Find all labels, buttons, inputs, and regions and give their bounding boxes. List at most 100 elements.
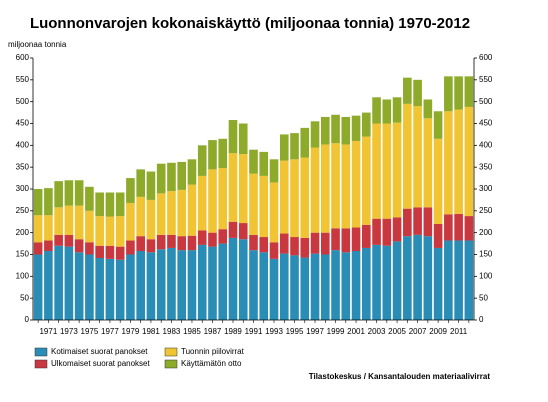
bar-segment	[433, 247, 443, 320]
bar-segment	[290, 159, 299, 238]
y-axis-label: miljoonaa tonnia	[8, 40, 67, 49]
bar-segment	[290, 133, 299, 160]
bar-segment	[320, 144, 330, 233]
y-tick-label: 150	[16, 250, 30, 259]
bar-segment	[310, 253, 320, 320]
bar-segment	[167, 247, 176, 320]
y-tick-label: 550	[16, 75, 30, 84]
y-tick-label-right: 300	[479, 184, 493, 193]
bar-segment	[115, 192, 125, 217]
bar-segment	[464, 240, 474, 320]
bar-segment	[33, 254, 43, 320]
bar-segment	[444, 214, 453, 241]
y-tick-label-right: 200	[479, 228, 493, 237]
bar-segment	[146, 239, 156, 253]
bar-segment	[126, 254, 135, 320]
bar-segment	[74, 239, 84, 253]
bar-segment	[382, 218, 392, 246]
bar-segment	[64, 246, 74, 320]
bar-segment	[372, 123, 381, 219]
bar-segment	[290, 255, 299, 320]
bar-segment	[392, 241, 402, 320]
bar-segment	[44, 251, 53, 320]
bar-segment	[362, 247, 371, 320]
bar-segment	[454, 76, 463, 110]
x-tick-label: 1973	[60, 327, 78, 336]
bar-segment	[85, 210, 94, 243]
bar-segment	[228, 153, 238, 222]
bar-segment	[238, 223, 248, 240]
bar-segment	[372, 97, 381, 124]
bar-segment	[351, 140, 361, 228]
x-tick-label: 2009	[429, 327, 447, 336]
bar-segment	[187, 250, 197, 320]
bar-segment	[392, 97, 402, 123]
bar-segment	[320, 116, 330, 145]
y-tick-label-right: 0	[479, 315, 484, 324]
bar-segment	[269, 159, 279, 183]
source: Tilastokeskus / Kansantalouden materiaal…	[309, 372, 491, 381]
x-tick-label: 1977	[101, 327, 119, 336]
bar-segment	[74, 252, 84, 320]
bar-segment	[372, 218, 381, 245]
bar-segment	[444, 76, 453, 112]
bar-segment	[136, 169, 145, 197]
bar-segment	[74, 180, 84, 206]
legend-swatch	[164, 347, 178, 357]
bar-segment	[126, 202, 135, 241]
bar-segment	[167, 234, 176, 248]
bar-segment	[228, 221, 238, 238]
bar-segment	[44, 188, 53, 216]
bar-segment	[454, 240, 463, 320]
bar-segment	[177, 189, 187, 237]
bar-segment	[444, 111, 453, 215]
bar-segment	[95, 192, 104, 217]
bar-segment	[156, 234, 166, 250]
bar-segment	[33, 242, 43, 255]
bar-segment	[85, 254, 94, 320]
bar-segment	[300, 127, 310, 158]
bar-segment	[382, 245, 392, 320]
bar-segment	[249, 173, 258, 235]
bar-segment	[64, 205, 74, 235]
bar-segment	[44, 240, 53, 252]
bar-segment	[413, 106, 422, 208]
bar-segment	[300, 157, 310, 238]
bar-segment	[310, 232, 320, 254]
bar-segment	[126, 178, 135, 203]
bar-segment	[249, 234, 258, 251]
y-tick-label-right: 100	[479, 271, 493, 280]
bar-segment	[64, 234, 74, 247]
bar-segment	[249, 250, 258, 320]
bar-segment	[54, 207, 63, 235]
bar-segment	[464, 216, 474, 241]
legend-label: Käyttämätön otto	[181, 359, 242, 368]
bar-segment	[177, 250, 187, 320]
bar-segment	[177, 236, 187, 251]
bar-segment	[167, 162, 176, 192]
y-tick-label: 0	[25, 315, 30, 324]
bar-segment	[238, 239, 248, 320]
bar-segment	[279, 134, 289, 161]
bar-segment	[197, 145, 207, 176]
bar-segment	[403, 236, 412, 320]
y-tick-label: 500	[16, 97, 30, 106]
bar-segment	[320, 254, 330, 320]
bar-segment	[423, 99, 433, 119]
bar-segment	[372, 244, 381, 320]
bar-segment	[74, 205, 84, 240]
bar-segment	[218, 168, 228, 230]
bar-segment	[187, 235, 197, 251]
bar-segment	[269, 242, 279, 259]
y-tick-label: 350	[16, 162, 30, 171]
bar-segment	[392, 217, 402, 242]
bar-segment	[341, 228, 351, 253]
legend-swatch	[34, 359, 48, 369]
y-tick-label: 300	[16, 184, 30, 193]
bar-segment	[290, 237, 299, 256]
bar-segment	[382, 123, 392, 219]
bar-segment	[331, 143, 340, 229]
legend-label: Ulkomaiset suorat panokset	[51, 359, 150, 368]
bar-segment	[454, 213, 463, 241]
bar-segment	[228, 237, 238, 320]
